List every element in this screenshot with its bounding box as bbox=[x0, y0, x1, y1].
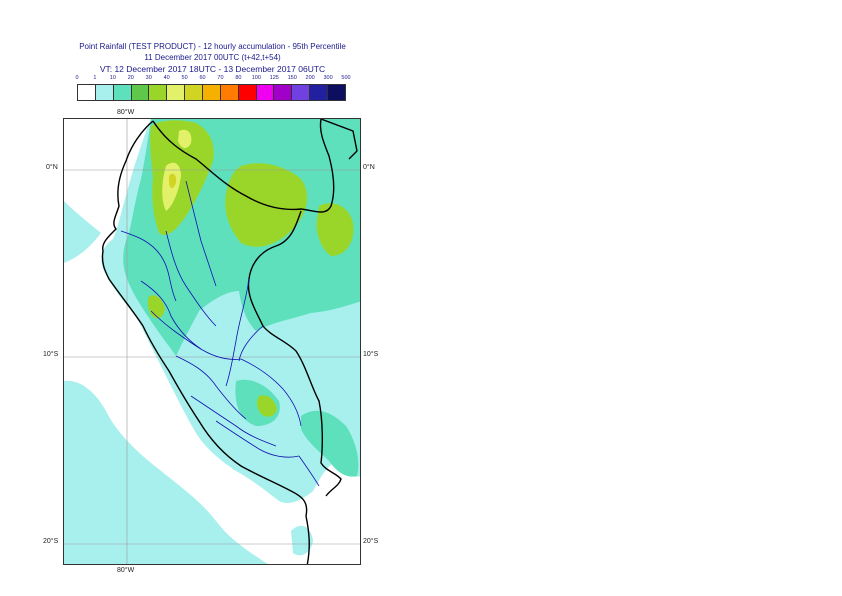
ocean-rain-area-2 bbox=[64, 201, 101, 263]
legend-tick-label: 125 bbox=[269, 75, 279, 81]
run-time-label: 11 December 2017 00UTC (t+42,t+54) bbox=[144, 53, 281, 62]
lon-label-top: 80°W bbox=[117, 109, 135, 116]
legend-tick-label: 60 bbox=[199, 75, 206, 81]
legend-swatch bbox=[203, 85, 221, 100]
land-rain-heavy-south bbox=[256, 395, 277, 417]
legend-swatch bbox=[274, 85, 293, 100]
legend-tick-label: 80 bbox=[235, 75, 242, 81]
land-rain-very-heavy-3 bbox=[169, 173, 177, 189]
graticule bbox=[64, 119, 360, 564]
legend-tick-label: 20 bbox=[127, 75, 134, 81]
legend-swatch bbox=[95, 85, 114, 100]
legend-tick-label: 0 bbox=[75, 75, 79, 81]
legend-swatch bbox=[185, 85, 204, 100]
legend-tick-label: 150 bbox=[287, 75, 297, 81]
ocean-rain-area-3 bbox=[291, 525, 313, 556]
legend-tick-label: 30 bbox=[145, 75, 152, 81]
land-rain-very-heavy-2 bbox=[178, 129, 192, 149]
lat-label-10-right: 10°S bbox=[363, 351, 379, 358]
legend-swatch bbox=[256, 85, 275, 100]
legend-tick-label: 300 bbox=[323, 75, 333, 81]
color-legend-bar bbox=[77, 84, 346, 101]
legend-swatch bbox=[328, 85, 345, 100]
legend-tick-label: 10 bbox=[109, 75, 116, 81]
legend-tick-label: 70 bbox=[217, 75, 224, 81]
land-rain-heavy-sw bbox=[147, 295, 165, 319]
map-title: Point Rainfall (TEST PRODUCT) - 12 hourl… bbox=[79, 42, 346, 51]
ocean-rain-area bbox=[64, 380, 268, 564]
legend-tick-label: 100 bbox=[251, 75, 261, 81]
legend-swatch bbox=[78, 85, 96, 100]
lat-label-0-left: 0°N bbox=[46, 164, 58, 171]
legend-swatch bbox=[149, 85, 168, 100]
legend-tick-label: 200 bbox=[305, 75, 315, 81]
country-borders bbox=[101, 119, 358, 564]
legend-swatch bbox=[310, 85, 329, 100]
legend-swatch bbox=[238, 85, 257, 100]
rainfall-map-svg bbox=[64, 119, 360, 564]
lat-label-10-left: 10°S bbox=[43, 351, 59, 358]
lat-label-0-right: 0°N bbox=[363, 164, 375, 171]
legend-tick-label: 1 bbox=[93, 75, 97, 81]
legend-tick-label: 500 bbox=[341, 75, 351, 81]
legend-swatch bbox=[131, 85, 150, 100]
legend-tick-label: 40 bbox=[163, 75, 170, 81]
legend-tick-label: 50 bbox=[181, 75, 188, 81]
legend-swatch bbox=[113, 85, 132, 100]
lat-label-20-right: 20°S bbox=[363, 538, 379, 545]
valid-time-label: VT: 12 December 2017 18UTC - 13 December… bbox=[99, 64, 326, 74]
land-rain-heavy-east-2 bbox=[316, 203, 354, 256]
regional-boundaries bbox=[120, 180, 320, 487]
legend-swatch bbox=[220, 85, 239, 100]
legend-swatch bbox=[167, 85, 186, 100]
rainfall-map bbox=[63, 118, 361, 565]
land-rain-moderate-2 bbox=[301, 410, 359, 477]
lat-label-20-left: 20°S bbox=[43, 538, 59, 545]
legend-swatch bbox=[292, 85, 311, 100]
lon-label-bottom: 80°W bbox=[117, 567, 135, 574]
